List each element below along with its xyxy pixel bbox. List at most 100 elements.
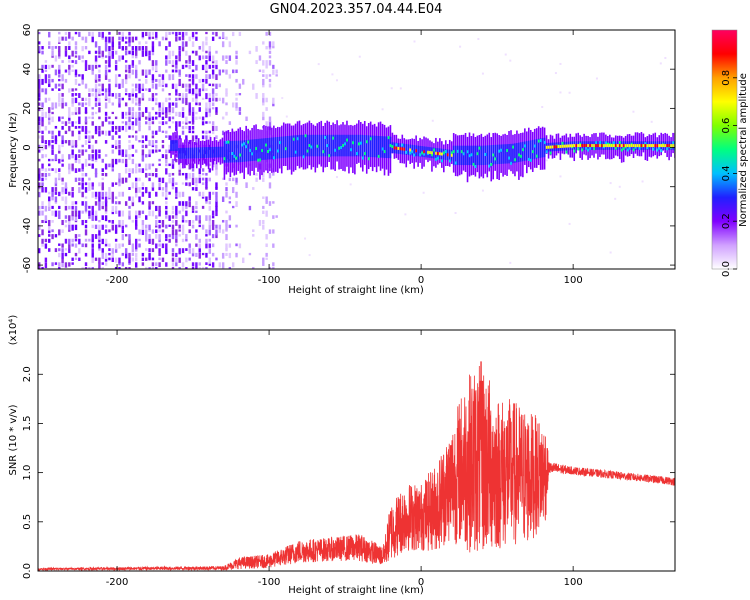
spectrogram-cell [242,78,245,85]
spectrogram-cell [275,74,278,77]
spectrogram-cell [161,191,165,197]
spectrogram-cell [44,187,48,193]
spectrogram-cell [168,41,171,47]
spectrogram-cell [257,138,259,161]
spectrogram-cell [265,121,268,127]
spectrogram-cell [151,248,155,253]
spectrogram-cell [231,130,235,134]
spectrogram-cell [660,149,663,153]
spectrogram-cell [91,135,94,139]
spectrogram-cell [547,145,550,149]
spectrogram-cell [101,262,104,265]
spectrogram-cell [155,224,158,228]
spectrogram-cell [38,107,41,112]
spectrogram-cell [71,243,74,247]
spectrogram-cell [188,36,191,42]
spectrogram-cell [168,111,171,115]
spectrogram-cell [524,141,526,161]
spectrogram-cell [165,234,168,239]
spectrogram-cell [121,210,125,217]
spectrogram-cell [108,121,111,125]
spectrogram-cell [98,31,101,38]
spectrogram-cell [175,111,178,117]
spectrogram-cell [650,120,653,123]
spectrogram-cell [38,78,41,86]
y-tick-label: 40 [22,63,33,76]
spectrogram-cell [225,252,228,257]
spectrogram-cell [659,62,662,65]
spectrogram-cell [41,88,44,93]
spectrogram-cell [208,243,211,248]
spectrogram-cell [78,121,81,125]
spectrogram-cell [38,205,41,210]
spectrogram-cell [191,36,195,40]
spectrogram-cell [68,41,71,46]
spectrogram-cell [248,50,252,55]
spectrogram-cell [81,191,84,198]
spectrogram-cell [205,60,208,65]
spectrogram-cell [48,46,51,49]
spectrogram-cell [81,168,84,172]
spectrogram-cell [145,238,148,242]
spectrogram-cell [111,248,114,254]
spectrogram-cell [208,154,211,158]
spectrogram-cell [145,121,148,125]
spectrogram-cell [275,69,278,74]
spectrogram-cell [446,153,449,157]
spectrogram-cell [211,130,215,135]
spectrogram-cell [71,111,74,116]
spectrogram-cell [134,69,138,76]
spectrogram-cell [118,102,121,108]
spectrogram-cell [38,210,41,216]
spectrogram-cell [118,93,121,98]
spectrogram-cell [221,130,225,136]
spectrogram-cell [201,83,205,89]
spectrogram-cell [88,177,91,181]
spectrogram-cell [272,69,275,75]
spectrogram-cell [128,234,131,241]
spectrogram-cell [124,41,128,44]
spectrogram-cell [68,154,71,160]
spectrogram-cell [252,234,255,237]
spectrogram-cell [238,243,242,249]
spectrogram-cell [88,97,91,104]
spectrogram-cell [48,196,51,202]
spectrogram-cell [138,196,141,203]
spectrogram-cell [235,140,238,163]
spectrogram-cell [48,158,51,162]
spectrogram-cell [151,78,155,84]
spectrogram-cell [454,212,457,215]
spectrogram-cell [44,78,48,84]
spectrogram-cell [74,97,78,104]
spectrogram-cell [215,146,218,158]
spectrogram-cell [48,140,51,146]
spectrogram-cell [91,248,94,254]
spectrogram-cell [141,140,145,144]
spectrogram-cell [41,50,44,55]
spectrogram-cell [168,116,171,122]
spectrogram-cell [198,191,201,197]
spectrogram-cell [94,111,98,115]
spectrogram-cell [141,83,145,89]
spectrogram-cell [211,74,215,79]
spectrogram-cell [108,50,111,57]
spectrogram-cell [124,74,128,80]
spectrogram-cell [38,130,41,133]
spectrogram-cell [231,151,234,155]
spectrogram-cell [51,135,54,140]
spectrogram-cell [208,130,211,134]
spectrogram-cell [192,147,194,159]
spectrogram-cell [165,243,168,249]
spectrogram-cell [145,257,148,261]
spectrogram-cell [44,111,48,119]
spectrogram-cell [245,116,248,121]
spectrogram-cell [54,234,58,238]
spectrogram-cell [228,41,232,48]
spectrogram-cell [208,224,211,230]
spectrogram-cell [265,243,268,248]
spectrogram-cell [456,149,459,153]
spectrogram-cell [138,215,141,219]
spectrogram-cell [165,182,168,188]
spectrogram-cell [145,234,148,240]
spectrogram-cell [155,144,158,149]
